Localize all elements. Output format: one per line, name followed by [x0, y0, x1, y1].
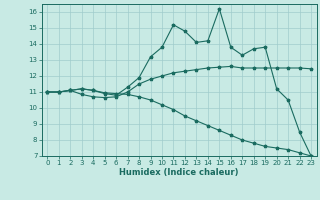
X-axis label: Humidex (Indice chaleur): Humidex (Indice chaleur) — [119, 168, 239, 177]
